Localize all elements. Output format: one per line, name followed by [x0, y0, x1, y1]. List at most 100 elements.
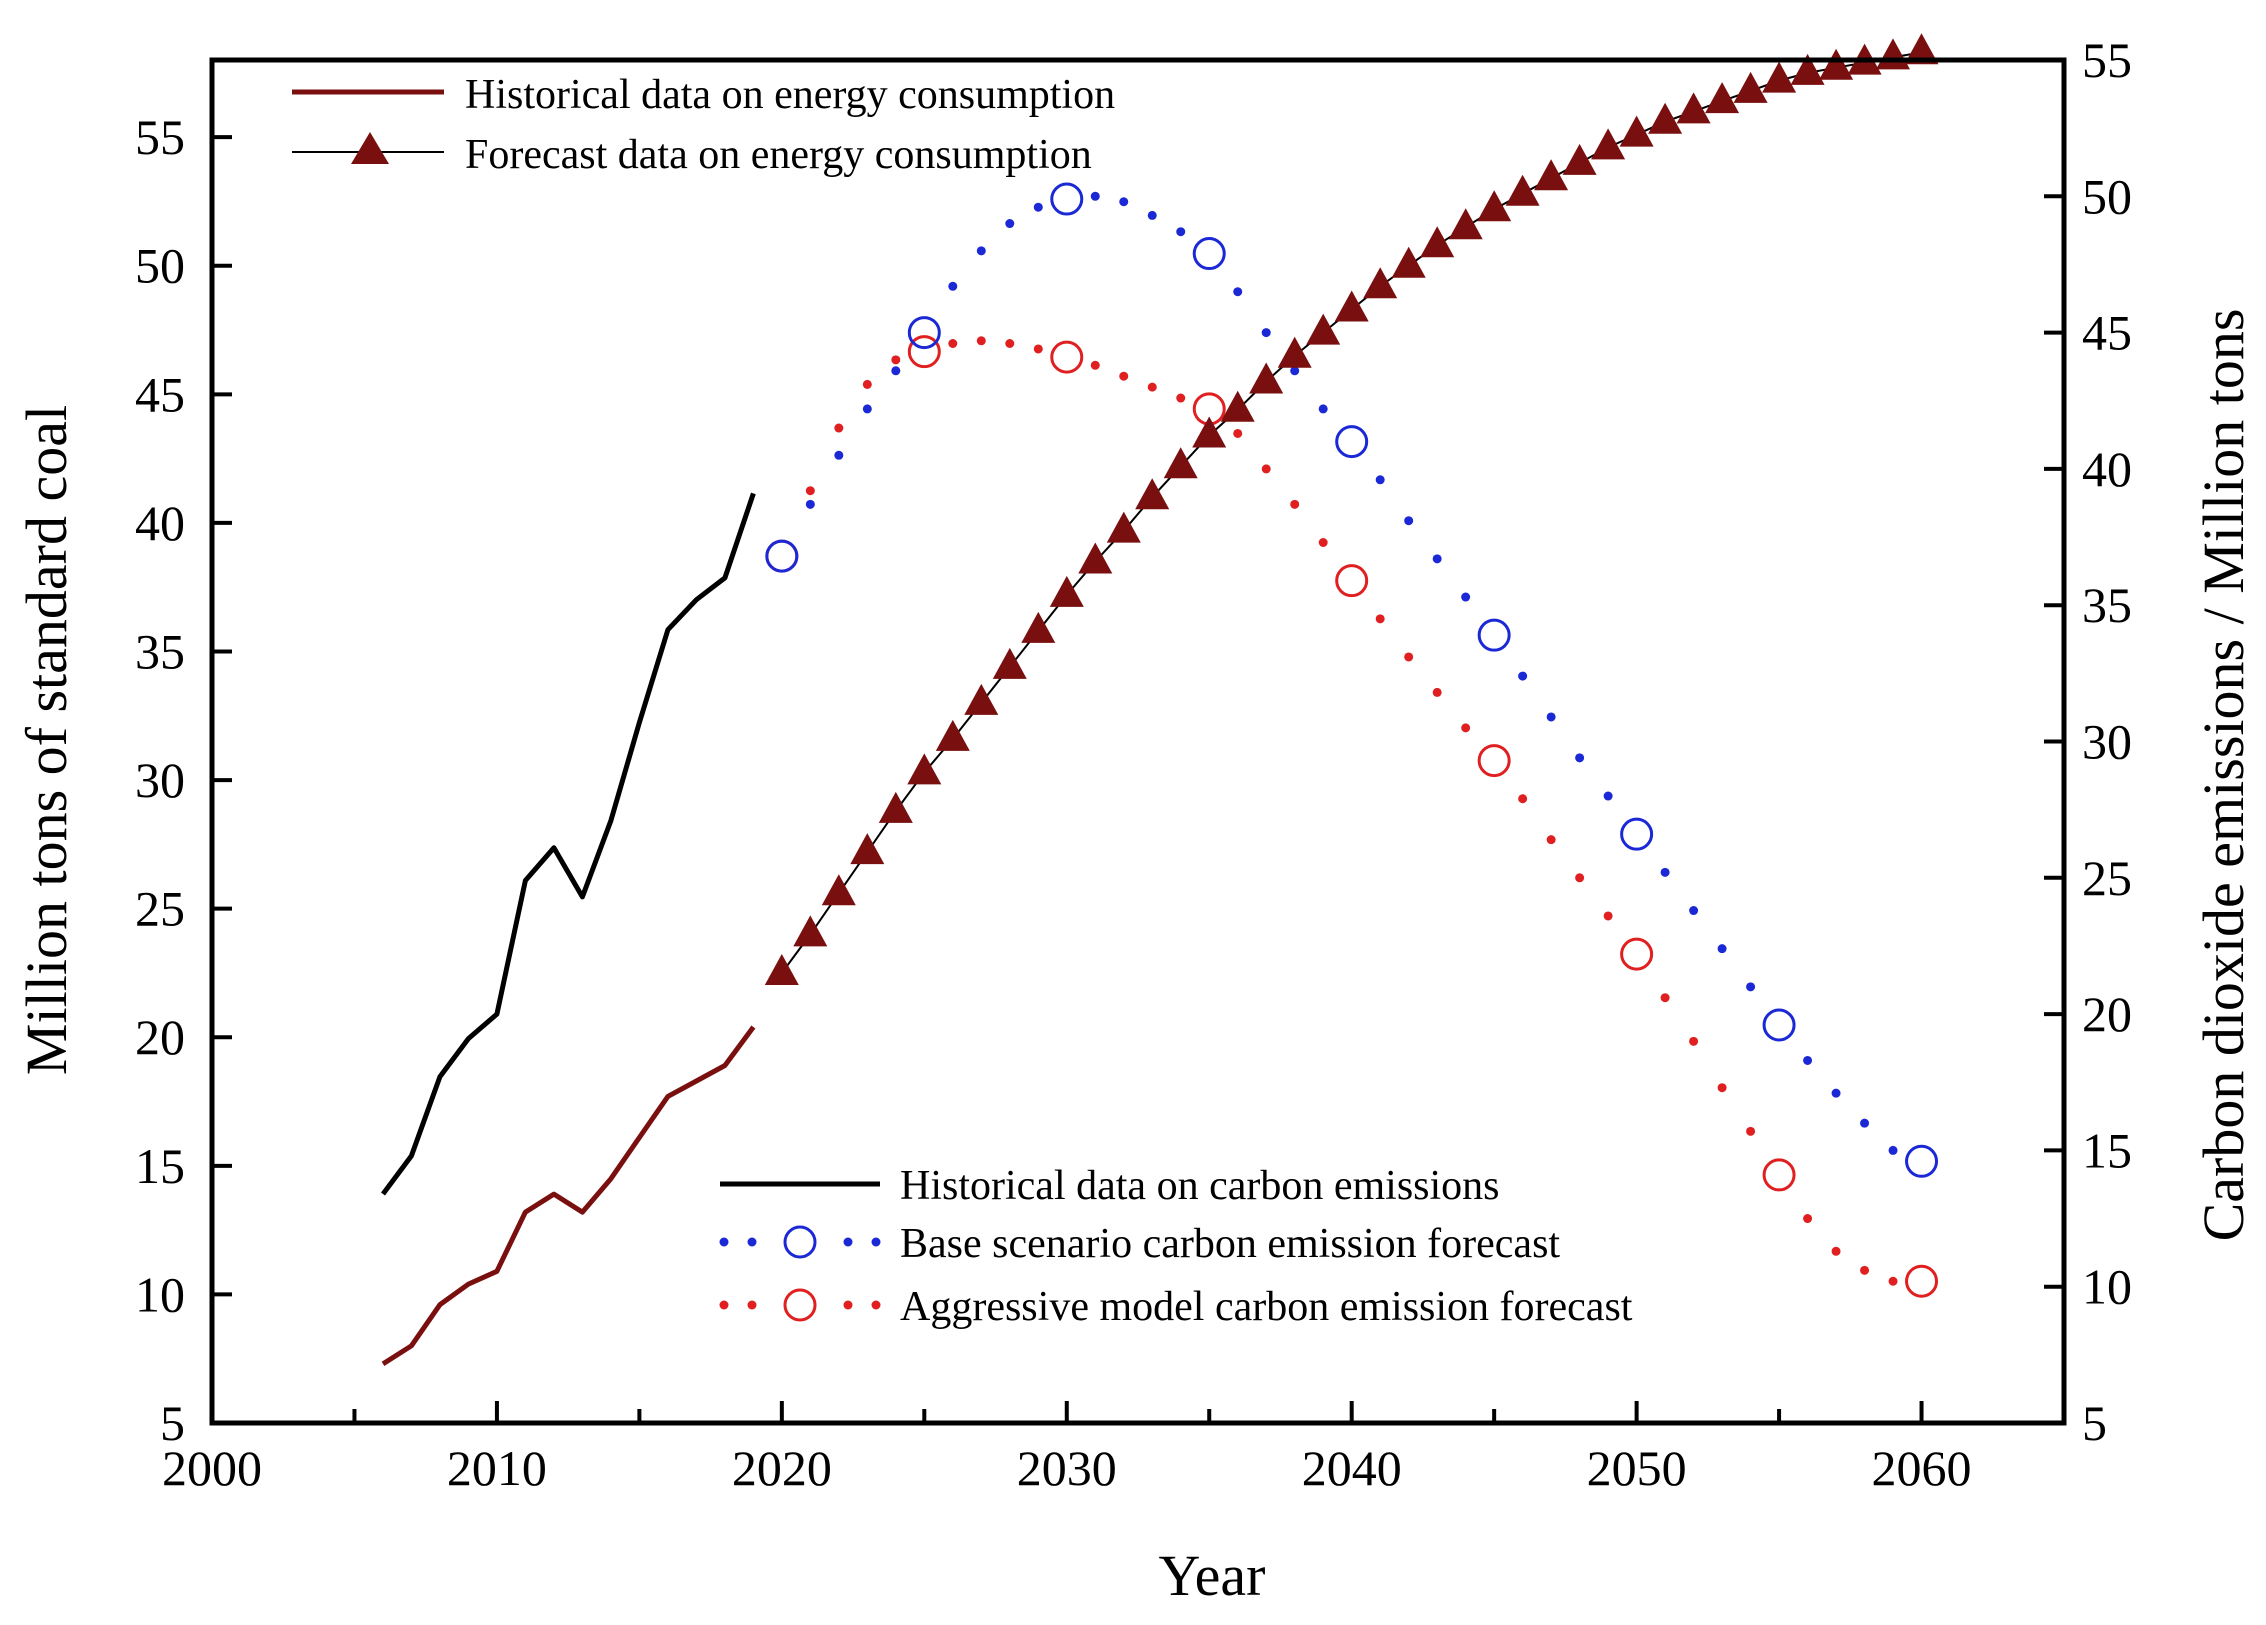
triangle-marker [850, 833, 885, 865]
y-left-tick-label: 5 [160, 1395, 185, 1451]
y-left-tick-label: 35 [135, 623, 185, 679]
y-left-tick-label: 50 [135, 238, 185, 294]
data-dot [1831, 1088, 1841, 1098]
legend-swatch-energy-forecast-marker [351, 132, 389, 164]
triangle-marker [964, 683, 999, 715]
x-tick-label: 2020 [732, 1440, 832, 1496]
y-right-tick-label: 55 [2082, 32, 2132, 88]
data-dot [1461, 592, 1471, 602]
data-dot [1660, 993, 1670, 1003]
data-dot [1318, 404, 1328, 414]
data-dot [834, 450, 844, 460]
legend-top: Historical data on energy consumption Fo… [292, 72, 1115, 178]
data-dot [1717, 944, 1727, 954]
legend-dot [747, 1300, 757, 1310]
data-dot [805, 499, 815, 509]
data-dot [1461, 723, 1471, 733]
data-dot [1005, 219, 1015, 229]
y-left-tick-label: 10 [135, 1266, 185, 1322]
triangle-marker [1420, 226, 1455, 258]
x-tick-label: 2050 [1587, 1440, 1687, 1496]
data-dot [1404, 652, 1414, 662]
data-dot [1860, 1118, 1870, 1128]
data-marker [1905, 1144, 1939, 1178]
triangle-marker [1106, 511, 1141, 543]
data-dot [1233, 287, 1243, 297]
data-dot [976, 336, 986, 346]
triangle-marker [1562, 143, 1597, 175]
energy-forecast-markers [764, 33, 1939, 985]
triangle-marker [1733, 71, 1768, 103]
data-marker [1905, 1264, 1939, 1298]
y-right-tick-label: 5 [2082, 1395, 2107, 1451]
data-dot [948, 339, 958, 349]
y-left-tick-label: 30 [135, 752, 185, 808]
base-forecast-series [765, 182, 1939, 1178]
y-right-tick-label: 20 [2082, 986, 2132, 1042]
data-dot [1831, 1246, 1841, 1256]
data-marker [1762, 1158, 1796, 1192]
legend-swatch-base-scenario [719, 1225, 881, 1259]
data-dot [1746, 1126, 1756, 1136]
data-dot [1518, 794, 1528, 804]
triangle-marker [1391, 246, 1426, 278]
data-dot [1375, 614, 1385, 624]
legend-label-energy-forecast: Forecast data on energy consumption [465, 132, 1092, 178]
data-marker [1192, 237, 1226, 271]
data-dot [1404, 516, 1414, 526]
triangle-marker [1334, 290, 1369, 322]
y-left-tick-label: 45 [135, 366, 185, 422]
triangle-marker [1363, 267, 1398, 299]
legend-label-aggressive-model: Aggressive model carbon emission forecas… [900, 1284, 1633, 1330]
data-dot [862, 404, 872, 414]
data-dot [1290, 499, 1300, 509]
legend-marker [783, 1288, 817, 1322]
legend-marker [783, 1225, 817, 1259]
triangle-marker [1277, 336, 1312, 368]
triangle-marker [1135, 478, 1170, 510]
data-dot [1090, 191, 1100, 201]
x-tick-label: 2000 [162, 1440, 262, 1496]
triangle-marker [1306, 313, 1341, 345]
y-right-tick-label: 30 [2082, 714, 2132, 770]
energy-historical-line [381, 1025, 756, 1367]
triangle-marker [1705, 82, 1740, 114]
data-dot [1689, 906, 1699, 916]
legend-label-carbon-historical: Historical data on carbon emissions [900, 1163, 1500, 1209]
y-left-tick-label: 55 [135, 109, 185, 165]
carbon-historical-line [380, 492, 756, 1196]
x-tick-label: 2030 [1017, 1440, 1117, 1496]
data-dot [1290, 366, 1300, 376]
data-dot [1147, 382, 1157, 392]
ticks-layer: 2000 2010 2020 2030 2040 2050 2060510152025303… [135, 32, 2132, 1496]
data-marker [1762, 1008, 1796, 1042]
data-marker [1335, 425, 1369, 459]
data-dot [1546, 835, 1556, 845]
data-dot [1575, 873, 1585, 883]
data-dot [1603, 791, 1613, 801]
data-dot [1176, 393, 1186, 403]
data-dot [1005, 339, 1015, 349]
data-dot [1575, 753, 1585, 763]
data-dot [1090, 360, 1100, 370]
legend-bottom: Historical data on carbon emissions Base… [719, 1163, 1633, 1330]
data-dot [834, 423, 844, 433]
data-dot [1689, 1036, 1699, 1046]
triangle-marker [992, 647, 1027, 679]
data-marker [1050, 340, 1084, 374]
triangle-marker [793, 915, 828, 947]
triangle-marker [1591, 128, 1626, 160]
y-right-tick-label: 35 [2082, 577, 2132, 633]
triangle-marker [1192, 416, 1227, 448]
data-dot [976, 246, 986, 256]
y-left-tick-label: 25 [135, 881, 185, 937]
data-dot [1660, 867, 1670, 877]
data-dot [1432, 687, 1442, 697]
data-dot [1860, 1265, 1870, 1275]
data-dot [1888, 1145, 1898, 1155]
data-marker [907, 316, 941, 350]
y-right-tick-label: 15 [2082, 1122, 2132, 1178]
data-dot [1119, 197, 1129, 207]
x-tick-label: 2040 [1302, 1440, 1402, 1496]
triangle-marker [1505, 174, 1540, 206]
